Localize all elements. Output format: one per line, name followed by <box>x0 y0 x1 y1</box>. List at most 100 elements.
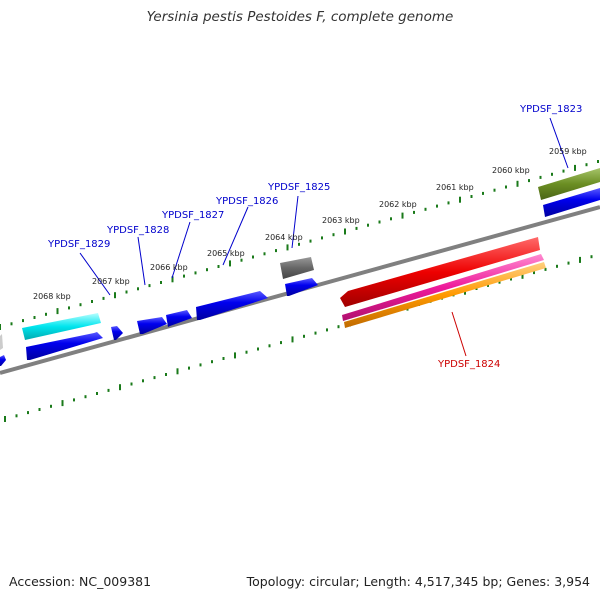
minor-tick <box>160 281 162 284</box>
minor-tick <box>15 414 18 418</box>
gene-arrow[interactable] <box>0 355 6 366</box>
major-tick <box>516 180 519 187</box>
minor-tick <box>10 322 13 326</box>
gene-label-ypdsf-1824[interactable]: YPDSF_1824 <box>437 359 500 370</box>
minor-tick <box>562 169 565 173</box>
minor-tick <box>38 408 41 411</box>
minor-tick <box>188 366 190 370</box>
minor-tick <box>79 303 82 307</box>
major-tick <box>574 164 576 171</box>
outer-tick-ruler <box>0 160 599 330</box>
minor-tick <box>482 191 484 195</box>
minor-tick <box>424 207 427 211</box>
minor-tick <box>298 242 300 246</box>
minor-tick <box>551 172 553 176</box>
gene-arrow[interactable] <box>22 313 101 340</box>
gene-arrow[interactable] <box>543 188 600 217</box>
minor-tick <box>153 376 156 380</box>
gene-arrow[interactable] <box>285 278 318 296</box>
minor-tick <box>275 249 277 253</box>
minor-tick <box>45 312 47 316</box>
gene-arrow[interactable] <box>340 237 540 307</box>
minor-tick <box>533 271 535 275</box>
minor-tick <box>183 274 185 278</box>
minor-tick <box>544 267 547 271</box>
gene-arrow[interactable] <box>166 310 192 327</box>
gene-arrow[interactable] <box>344 262 546 328</box>
major-tick <box>459 196 461 203</box>
minor-tick <box>217 265 220 268</box>
minor-tick <box>91 300 93 303</box>
gene-features <box>0 168 600 366</box>
gene-arrow[interactable] <box>196 291 268 320</box>
major-tick <box>229 260 231 267</box>
minor-tick <box>206 268 208 272</box>
gene-arrow[interactable] <box>26 332 103 360</box>
minor-tick <box>96 392 98 395</box>
minor-tick <box>240 258 243 262</box>
tick-label-2068: 2068 kbp <box>33 292 71 301</box>
minor-tick <box>125 290 128 294</box>
minor-tick <box>194 271 197 275</box>
gene-label-ypdsf-1826[interactable]: YPDSF_1826 <box>215 196 278 207</box>
minor-tick <box>493 188 496 192</box>
minor-tick <box>50 404 52 408</box>
label-leaders <box>79 117 569 357</box>
gene-arrow[interactable] <box>0 334 3 350</box>
minor-tick <box>245 350 248 354</box>
major-tick <box>0 324 1 330</box>
minor-tick <box>597 160 599 163</box>
minor-tick <box>326 328 328 332</box>
minor-tick <box>505 185 507 189</box>
minor-tick <box>303 334 305 338</box>
minor-tick <box>321 236 323 240</box>
minor-tick <box>567 261 570 265</box>
tick-label-2061: 2061 kbp <box>436 183 474 192</box>
gene-label-ypdsf-1828[interactable]: YPDSF_1828 <box>106 225 169 236</box>
gene-label-ypdsf-1825[interactable]: YPDSF_1825 <box>267 182 330 193</box>
major-tick <box>579 256 581 263</box>
minor-tick <box>130 382 133 386</box>
gene-arrow[interactable] <box>111 326 123 340</box>
minor-tick <box>222 357 225 360</box>
minor-tick <box>510 277 512 281</box>
minor-tick <box>337 325 340 329</box>
gene-label-ypdsf-1829[interactable]: YPDSF_1829 <box>47 239 110 250</box>
minor-tick <box>585 163 588 167</box>
minor-tick <box>447 201 450 205</box>
major-tick <box>286 244 289 251</box>
minor-tick <box>355 226 358 230</box>
major-tick <box>521 272 524 279</box>
major-tick <box>61 400 64 407</box>
gene-arrow[interactable] <box>342 254 544 321</box>
major-tick <box>291 336 294 343</box>
minor-tick <box>199 363 202 367</box>
tick-label-2060: 2060 kbp <box>492 166 530 175</box>
major-tick <box>119 384 121 391</box>
gene-arrow[interactable] <box>280 257 314 279</box>
tick-label-2059: 2059 kbp <box>549 147 587 156</box>
major-tick <box>344 228 346 235</box>
gene-label-ypdsf-1827[interactable]: YPDSF_1827 <box>161 210 224 221</box>
tick-label-2067: 2067 kbp <box>92 277 130 286</box>
minor-tick <box>436 204 438 208</box>
minor-tick <box>102 296 105 300</box>
major-tick <box>176 368 179 375</box>
minor-tick <box>470 195 473 198</box>
minor-tick <box>528 179 530 183</box>
minor-tick <box>142 379 144 383</box>
tick-label-2062: 2062 kbp <box>379 200 417 209</box>
minor-tick <box>22 319 24 323</box>
minor-tick <box>263 252 266 256</box>
minor-tick <box>332 233 335 237</box>
minor-tick <box>539 175 542 179</box>
accession-text: Accession: NC_009381 <box>9 574 152 589</box>
gene-label-ypdsf-1823[interactable]: YPDSF_1823 <box>519 104 582 115</box>
minor-tick <box>314 331 317 335</box>
gene-arrow[interactable] <box>137 317 167 334</box>
minor-tick <box>257 347 259 351</box>
minor-tick <box>211 360 213 364</box>
minor-tick <box>148 284 151 288</box>
gene-arrow[interactable] <box>538 168 600 200</box>
